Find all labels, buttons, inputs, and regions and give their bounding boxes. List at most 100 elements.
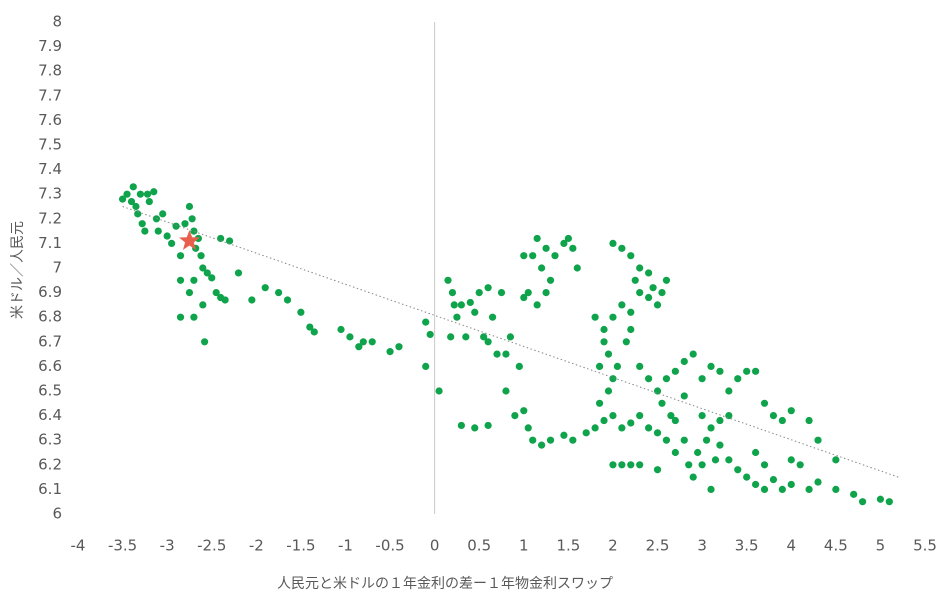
point — [725, 412, 733, 420]
point — [123, 190, 131, 198]
point — [422, 318, 430, 326]
y-tick-label: 8 — [52, 13, 62, 31]
point — [141, 227, 149, 235]
point — [662, 276, 671, 284]
point — [564, 234, 572, 243]
point — [444, 276, 452, 284]
point — [743, 367, 751, 375]
y-tick-label: 6.6 — [38, 357, 62, 375]
point — [546, 276, 555, 284]
y-tick-label: 6.2 — [38, 455, 62, 473]
y-tick-label: 6.8 — [38, 308, 62, 326]
y-tick-label: 6.4 — [38, 406, 62, 424]
x-tick-label: 2.5 — [646, 537, 670, 555]
point — [680, 392, 688, 400]
point — [636, 264, 644, 272]
point — [203, 269, 211, 277]
point — [609, 412, 617, 420]
point — [515, 362, 523, 370]
point — [134, 210, 142, 218]
y-tick-label: 6.5 — [38, 382, 62, 400]
point — [466, 298, 474, 307]
point — [645, 269, 653, 277]
point — [582, 429, 590, 437]
point — [609, 313, 617, 321]
point — [778, 485, 786, 493]
point — [190, 227, 198, 235]
point — [471, 424, 479, 432]
point — [168, 239, 176, 247]
x-tick-label: 1 — [519, 537, 529, 555]
point — [814, 478, 822, 486]
point — [627, 461, 635, 469]
point — [725, 387, 733, 395]
point — [609, 461, 617, 469]
point — [716, 367, 724, 375]
point — [283, 296, 292, 304]
point — [569, 436, 577, 444]
point — [595, 399, 604, 407]
point — [885, 498, 893, 506]
point — [760, 399, 769, 407]
point — [132, 202, 140, 211]
point — [471, 308, 479, 316]
point — [546, 436, 555, 444]
point — [618, 301, 626, 309]
point — [600, 416, 608, 425]
point — [560, 431, 568, 439]
point — [199, 264, 207, 272]
point — [667, 412, 675, 420]
point — [261, 284, 269, 292]
point — [118, 195, 127, 203]
point — [497, 289, 506, 297]
point — [689, 473, 697, 481]
point — [600, 325, 608, 334]
x-tick-label: -4 — [71, 537, 86, 555]
point — [529, 436, 537, 444]
point — [627, 325, 635, 334]
point — [702, 436, 711, 444]
point — [538, 441, 546, 449]
trendline — [122, 206, 899, 478]
point — [591, 313, 599, 321]
point — [217, 234, 225, 243]
point — [716, 441, 724, 449]
point — [604, 387, 613, 395]
point — [636, 289, 644, 297]
point — [618, 244, 626, 252]
point — [734, 466, 742, 474]
x-tick-label: -1 — [338, 537, 353, 555]
point — [645, 375, 653, 383]
point — [188, 215, 196, 223]
point — [181, 220, 189, 228]
point — [127, 197, 136, 206]
y-tick-label: 7 — [52, 259, 62, 277]
point — [475, 289, 483, 297]
point — [355, 343, 363, 351]
point — [752, 448, 760, 457]
point — [627, 419, 635, 427]
point — [876, 495, 885, 503]
point — [538, 264, 546, 272]
y-tick-label: 7.6 — [38, 111, 62, 129]
point — [787, 407, 795, 415]
point — [716, 416, 724, 425]
highlight-star — [178, 229, 200, 250]
y-tick-label: 7.9 — [38, 37, 62, 55]
y-tick-label: 6.1 — [38, 480, 62, 498]
point — [752, 367, 760, 375]
point — [680, 436, 688, 444]
point — [533, 234, 541, 243]
point — [297, 308, 305, 316]
point — [275, 289, 283, 297]
point — [658, 399, 666, 407]
point — [346, 333, 354, 341]
point — [190, 276, 198, 284]
x-tick-label: 4 — [786, 537, 796, 555]
point — [506, 333, 515, 341]
x-tick-label: -2.5 — [197, 537, 226, 555]
point — [636, 412, 644, 420]
point — [190, 313, 198, 321]
point — [662, 436, 671, 444]
